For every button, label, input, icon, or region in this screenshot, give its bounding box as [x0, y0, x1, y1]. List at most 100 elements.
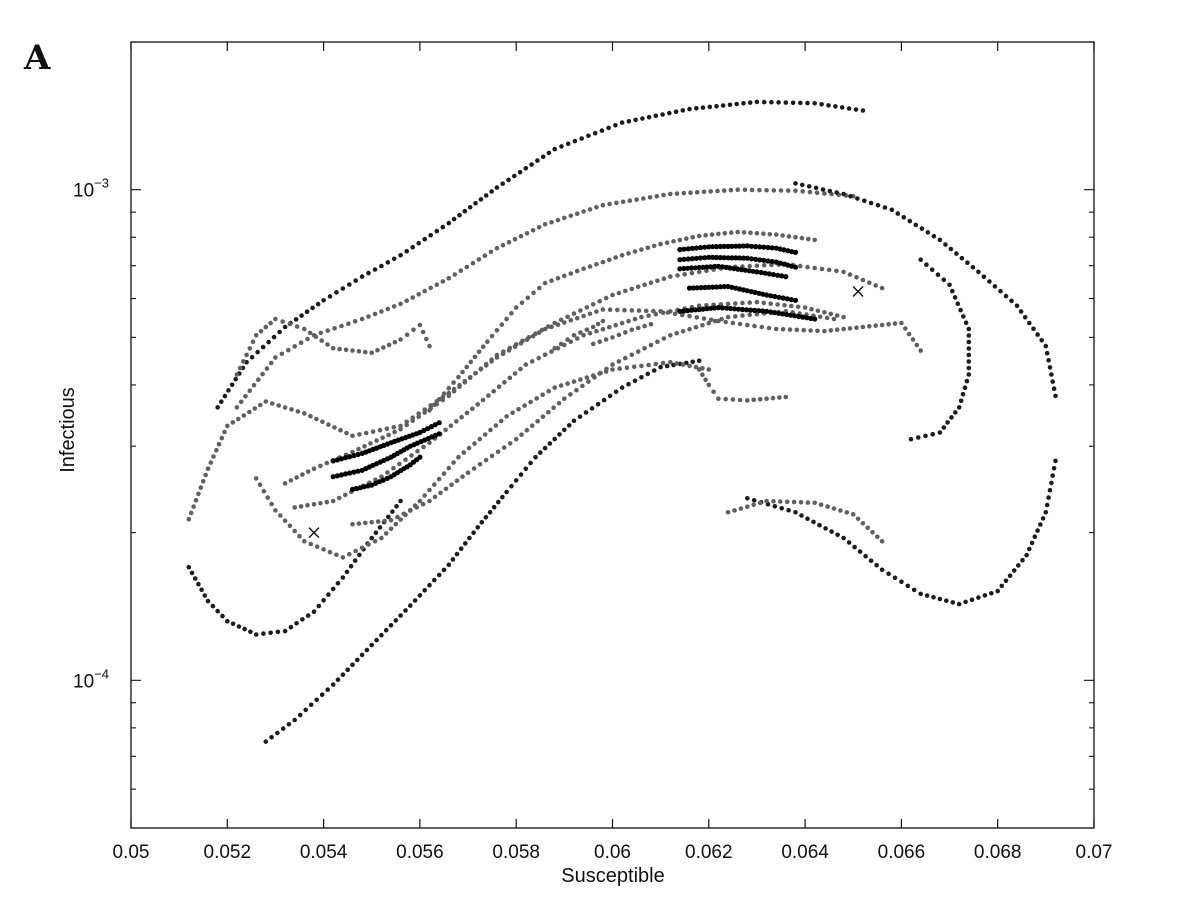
data-point — [523, 466, 529, 472]
data-point — [841, 326, 846, 332]
data-point — [574, 211, 580, 216]
data-point — [319, 338, 325, 343]
data-point — [809, 306, 814, 312]
data-point — [754, 231, 760, 236]
data-point — [944, 598, 949, 603]
data-point — [471, 466, 477, 471]
data-point — [675, 273, 680, 278]
data-point — [1029, 540, 1035, 546]
data-point — [690, 285, 697, 291]
data-point — [427, 498, 432, 504]
data-point — [793, 235, 798, 240]
data-point — [708, 189, 713, 194]
data-point — [754, 299, 760, 305]
y-tick-label: 10−3 — [73, 176, 109, 202]
data-point — [753, 256, 759, 262]
data-point — [756, 308, 762, 314]
data-point — [681, 265, 687, 272]
data-point — [693, 255, 700, 261]
data-point — [196, 581, 201, 587]
data-point — [380, 477, 386, 483]
data-point — [286, 347, 291, 353]
data-point — [622, 307, 627, 313]
data-point — [516, 406, 521, 412]
data-point — [654, 193, 660, 199]
data-point — [440, 224, 446, 230]
data-point — [446, 385, 452, 391]
data-point — [725, 243, 731, 249]
data-point — [860, 277, 866, 283]
data-point — [752, 323, 757, 329]
data-point — [587, 311, 593, 317]
data-point — [504, 489, 509, 495]
data-point — [506, 239, 512, 245]
data-point — [937, 237, 943, 243]
data-point — [941, 277, 947, 283]
data-point — [458, 546, 464, 551]
data-point — [661, 336, 667, 341]
data-point — [753, 244, 759, 250]
data-point — [631, 364, 637, 370]
data-point — [696, 269, 702, 275]
data-point — [489, 453, 495, 459]
data-point — [956, 601, 962, 607]
data-point — [708, 305, 714, 311]
data-point — [440, 397, 446, 403]
data-point — [860, 324, 866, 330]
data-point — [852, 544, 857, 550]
data-point — [918, 348, 923, 353]
data-point — [518, 366, 523, 372]
data-point — [472, 354, 478, 360]
data-point — [538, 450, 543, 455]
data-point — [681, 308, 687, 314]
data-point — [578, 308, 583, 313]
data-point — [734, 101, 739, 107]
data-point — [635, 349, 641, 354]
data-point — [565, 381, 570, 386]
data-point — [1051, 386, 1057, 392]
data-point — [522, 403, 527, 408]
data-point — [740, 313, 745, 318]
data-point — [369, 535, 375, 541]
data-point — [677, 247, 683, 253]
data-point — [574, 336, 580, 341]
data-point — [854, 325, 859, 331]
data-point — [793, 188, 798, 194]
data-point — [536, 225, 542, 230]
data-point — [720, 103, 726, 108]
data-point — [729, 230, 734, 235]
data-point — [684, 236, 689, 241]
data-point — [966, 352, 972, 358]
data-point — [255, 377, 261, 383]
data-point — [590, 324, 596, 330]
data-point — [682, 272, 687, 277]
data-point — [867, 324, 872, 329]
data-point — [216, 441, 222, 447]
data-point — [746, 268, 752, 274]
data-point — [186, 516, 192, 522]
data-point — [626, 119, 632, 124]
data-point — [725, 301, 731, 307]
data-point — [812, 237, 817, 243]
data-point — [1031, 326, 1036, 332]
data-point — [768, 301, 773, 307]
data-point — [847, 272, 853, 277]
data-point — [835, 532, 840, 538]
data-point — [653, 361, 659, 367]
data-point — [773, 326, 779, 332]
data-point — [324, 499, 330, 505]
data-point — [491, 504, 497, 510]
data-point — [386, 432, 391, 438]
data-point — [717, 255, 724, 261]
data-point — [477, 462, 483, 467]
data-point — [723, 319, 728, 325]
data-point — [513, 436, 519, 442]
y-axis-title: Infectious — [57, 387, 79, 473]
data-point — [855, 516, 861, 522]
data-point — [269, 401, 275, 406]
data-point — [717, 284, 724, 290]
data-point — [645, 245, 651, 251]
data-point — [901, 215, 907, 220]
data-point — [280, 726, 286, 731]
data-point — [765, 244, 771, 251]
